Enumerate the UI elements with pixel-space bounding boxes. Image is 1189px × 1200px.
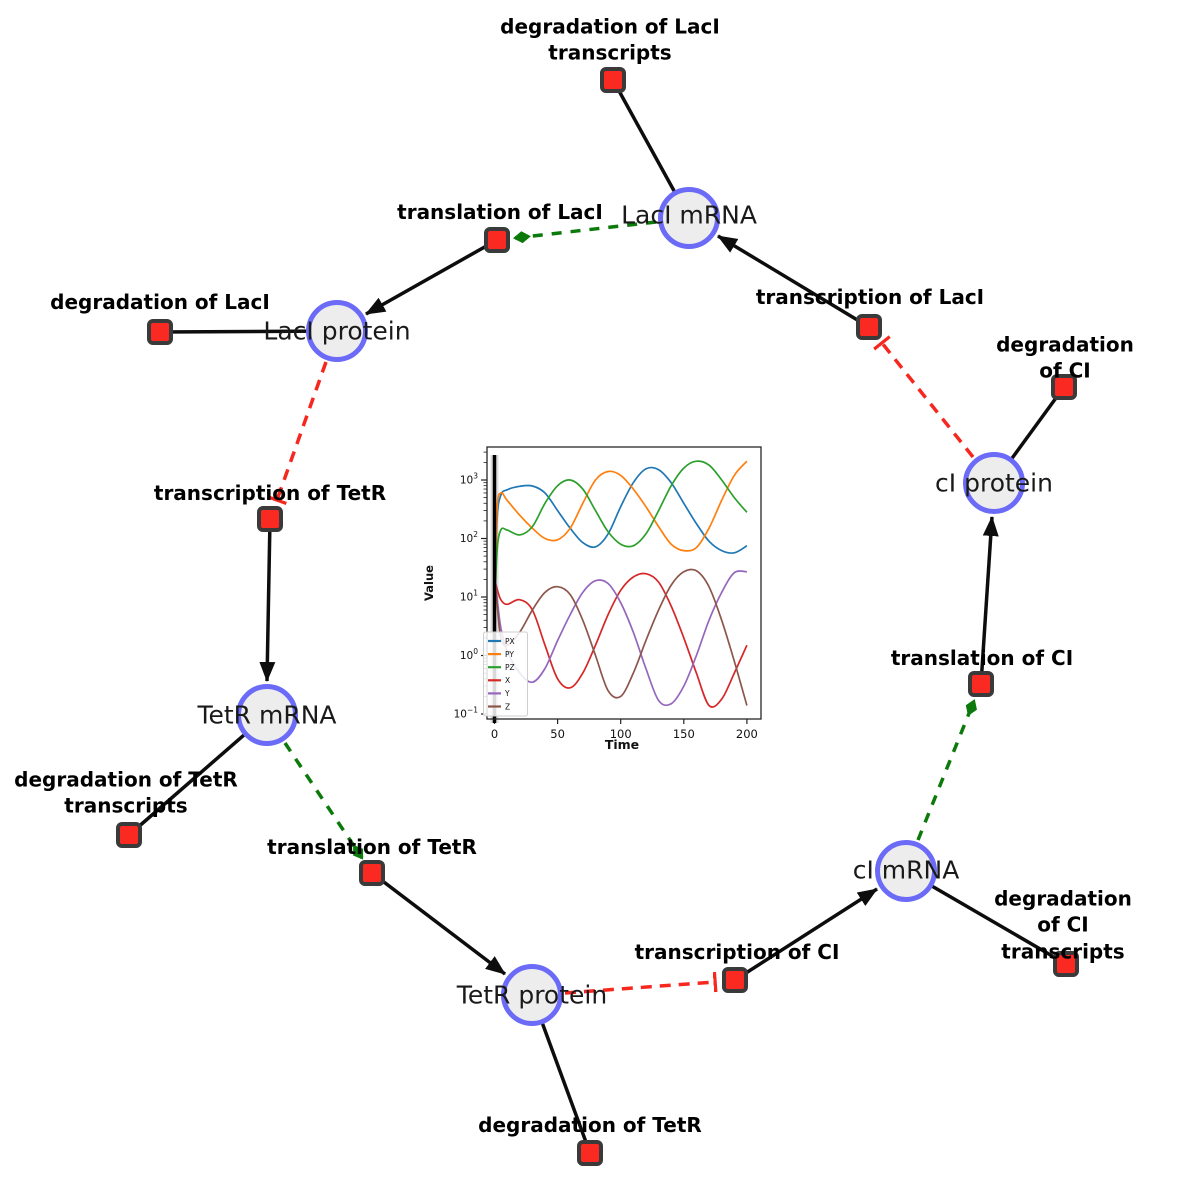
node-transcription-laci[interactable]: [856, 314, 882, 340]
edge-transcription-laci-to-mrna: [717, 234, 870, 329]
label-deg-laci: degradation of LacI: [50, 289, 270, 314]
inhibition-edges: [277, 343, 975, 995]
chart-plot-area: [487, 447, 761, 719]
label-laci-protein: LacI protein: [263, 316, 411, 346]
edge-translation-ci-to-protein: [979, 516, 999, 685]
svg-text:200: 200: [736, 727, 758, 741]
modifier-edges: [283, 220, 977, 860]
label-tetr-protein: TetR protein: [456, 980, 608, 1010]
label-translation-tetr: translation of TetR: [267, 834, 477, 859]
node-deg-ci[interactable]: [1051, 374, 1077, 400]
node-deg-ci-transcripts[interactable]: [1053, 951, 1079, 977]
chart-line-PX: [493, 466, 748, 615]
edge-ci-mrna-modifies-translation: [916, 699, 977, 841]
label-deg-laci-transcripts: degradation of LacI transcripts: [500, 14, 720, 65]
node-tetr-protein[interactable]: [501, 964, 563, 1026]
svg-text:100: 100: [610, 727, 632, 741]
chart-line-PZ: [493, 460, 748, 615]
edge-tetr-mrna-modifies-translation: [283, 742, 364, 860]
edge-tetr-inhibits-transcription-ci: [564, 982, 715, 995]
chart-frame: [486, 446, 762, 720]
inset-chart: 0 50 100 150 200 10−1 100 101 102 103 PX PY PZ XYZ T…: [422, 446, 762, 752]
chart-xlabel: Time: [605, 737, 639, 752]
svg-text:PZ: PZ: [505, 663, 515, 672]
label-ci-protein: cI protein: [935, 468, 1053, 498]
chart-line-PY: [493, 460, 748, 615]
label-deg-tetr-transcripts: degradation of TetR transcripts: [14, 767, 238, 818]
node-laci-protein[interactable]: [306, 300, 368, 362]
svg-text:101: 101: [460, 589, 478, 604]
node-deg-tetr-transcripts[interactable]: [116, 822, 142, 848]
svg-text:102: 102: [460, 530, 478, 545]
svg-text:Y: Y: [504, 689, 510, 698]
svg-text:0: 0: [491, 727, 498, 741]
chart-ylabel: Value: [422, 565, 436, 601]
label-deg-tetr: degradation of TetR: [478, 1112, 702, 1137]
node-tetr-mrna[interactable]: [236, 684, 298, 746]
label-tetr-mrna: TetR mRNA: [197, 700, 337, 730]
node-transcription-ci[interactable]: [722, 967, 748, 993]
label-ci-mrna: cI mRNA: [852, 855, 960, 885]
svg-text:PX: PX: [505, 637, 515, 646]
edge-translation-laci-to-protein: [365, 238, 498, 316]
node-translation-ci[interactable]: [968, 671, 994, 697]
node-deg-laci[interactable]: [147, 319, 173, 345]
label-translation-laci: translation of LacI: [397, 199, 603, 224]
node-translation-laci[interactable]: [484, 227, 510, 253]
label-deg-ci-transcripts: degradation of CI transcripts: [994, 886, 1132, 964]
svg-text:Z: Z: [505, 702, 510, 711]
node-deg-tetr[interactable]: [577, 1140, 603, 1166]
edge-laci-mrna-modifies-translation: [513, 220, 657, 244]
node-laci-mrna[interactable]: [658, 187, 720, 249]
edge-translation-tetr-to-protein: [370, 871, 507, 976]
svg-text:X: X: [505, 676, 510, 685]
chart-legend: PX PY PZ XYZ: [483, 631, 528, 717]
label-deg-ci: degradation of CI: [996, 332, 1134, 383]
node-ci-protein[interactable]: [963, 452, 1025, 514]
svg-text:50: 50: [550, 727, 565, 741]
node-ci-mrna[interactable]: [875, 840, 937, 902]
edge-transcription-tetr-to-mrna: [259, 518, 276, 682]
svg-text:10−1: 10−1: [454, 706, 479, 721]
label-translation-ci: translation of CI: [890, 645, 1074, 670]
node-deg-laci-transcripts[interactable]: [600, 67, 626, 93]
production-edges: [259, 234, 999, 982]
chart-line-X: [493, 572, 748, 708]
label-transcription-laci: transcription of LacI: [755, 284, 985, 309]
label-transcription-tetr: transcription of TetR: [153, 480, 387, 505]
svg-text:PY: PY: [505, 650, 514, 659]
svg-text:100: 100: [460, 647, 478, 662]
svg-text:150: 150: [673, 727, 695, 741]
node-transcription-tetr[interactable]: [257, 506, 283, 532]
edge-ci-inhibits-transcription-laci: [882, 343, 975, 459]
edge-transcription-ci-to-mrna: [734, 887, 878, 982]
label-laci-mrna: LacI mRNA: [621, 200, 757, 230]
node-translation-tetr[interactable]: [359, 860, 385, 886]
label-transcription-ci: transcription of CI: [634, 939, 840, 964]
edge-laci-inhibits-transcription-tetr: [277, 361, 328, 500]
svg-text:103: 103: [460, 472, 478, 487]
